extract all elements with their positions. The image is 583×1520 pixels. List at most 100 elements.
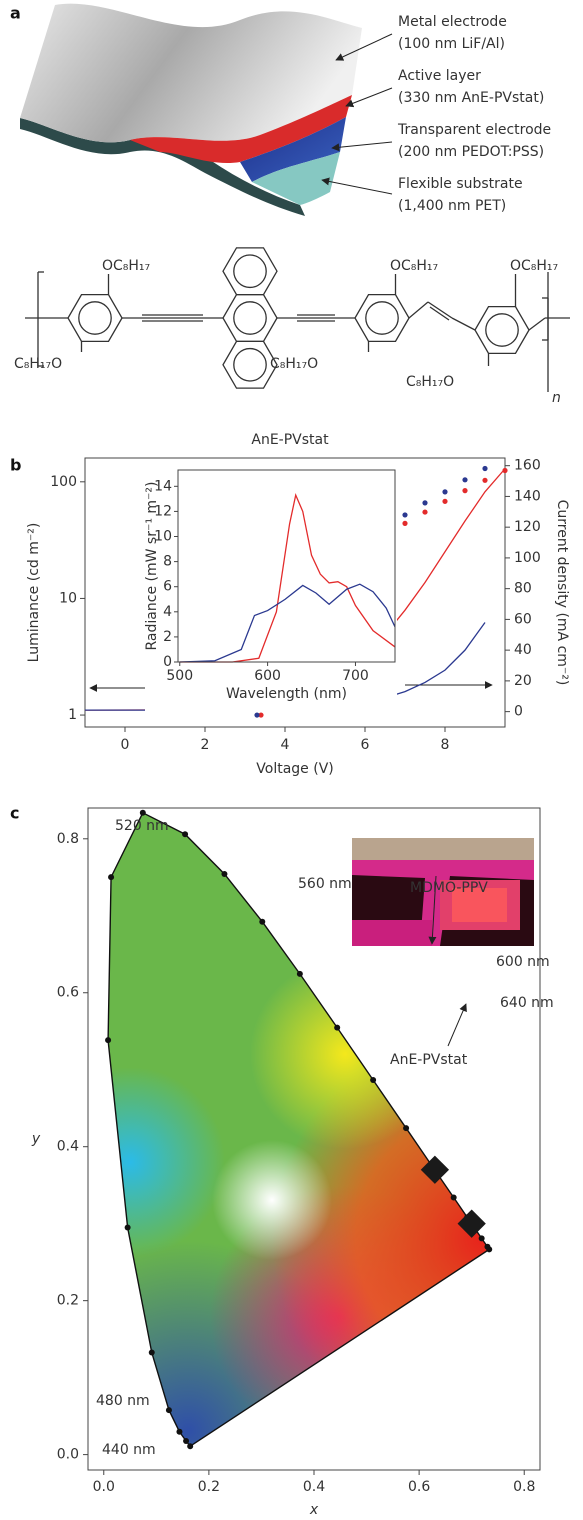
- ring-inner: [233, 254, 267, 289]
- ring-inner: [365, 301, 399, 335]
- bond: [429, 306, 450, 321]
- sample-marker: [457, 1209, 486, 1238]
- x-tick-label: 4: [281, 737, 290, 753]
- locus-point: [478, 1235, 485, 1242]
- ring-inner: [485, 313, 519, 347]
- y2-tick-label: 40: [514, 642, 532, 658]
- locus-point: [370, 1077, 377, 1084]
- data-point: [442, 489, 448, 495]
- inset-x-tick-label: 700: [342, 668, 369, 684]
- substituent: OC₈H₁₇: [510, 258, 558, 274]
- layer-detail: (100 nm LiF/Al): [398, 36, 505, 52]
- panel-label: c: [10, 804, 19, 823]
- inset-y-tick-label: 2: [163, 629, 172, 645]
- y2-tick-label: 120: [514, 519, 541, 535]
- locus-point: [486, 1246, 493, 1253]
- y-tick-label: 0.8: [57, 831, 79, 847]
- x-tick-label: 8: [441, 737, 450, 753]
- substituent: C₈H₁₇O: [14, 356, 62, 372]
- bond: [528, 317, 546, 331]
- transparent-layer: [240, 117, 346, 182]
- data-point: [258, 712, 264, 718]
- y-tick-label: 0.4: [57, 1139, 79, 1155]
- data-point: [462, 488, 468, 494]
- spectrum-line: [179, 492, 396, 663]
- locus-point: [182, 831, 189, 838]
- data-point: [422, 500, 428, 506]
- layer-detail: (200 nm PEDOT:PSS): [398, 144, 544, 160]
- y2-tick-label: 0: [514, 704, 523, 720]
- locus-point: [450, 1194, 457, 1201]
- substituent: OC₈H₁₇: [390, 258, 438, 274]
- y2-tick-label: 160: [514, 458, 541, 474]
- data-point: [442, 498, 448, 504]
- y2-axis-label: Current density (mA cm⁻²): [554, 500, 570, 686]
- data-point: [422, 509, 428, 515]
- layer-detail: (1,400 nm PET): [398, 198, 506, 214]
- bond: [408, 301, 429, 319]
- sample-label: AnE-PVstat: [390, 1052, 468, 1068]
- y-tick-label: 0.2: [57, 1293, 79, 1309]
- data-point: [482, 477, 488, 483]
- substituent: C₈H₁₇O: [270, 356, 318, 372]
- repeat-index: n: [552, 390, 561, 406]
- sample-label: MDMO-PPV: [410, 880, 488, 896]
- x-tick-label: 0.8: [513, 1479, 535, 1495]
- x-tick-label: 0.2: [198, 1479, 220, 1495]
- locus-point: [105, 1037, 112, 1044]
- inset-box: [145, 466, 397, 712]
- arrow: [335, 33, 393, 61]
- inset-y-tick-label: 6: [163, 579, 172, 595]
- x-tick-label: 0.4: [303, 1479, 325, 1495]
- annotation-arrow: [428, 875, 437, 945]
- arrow: [321, 177, 393, 195]
- inset-x-tick-label: 500: [166, 668, 193, 684]
- locus-point: [296, 970, 303, 977]
- x-axis-label: Voltage (V): [256, 761, 333, 777]
- metal-layer: [20, 3, 362, 143]
- y-tick-label: 0.0: [57, 1447, 79, 1463]
- sample-marker: [420, 1155, 450, 1184]
- x-tick-label: 0: [121, 737, 130, 753]
- locus-point: [259, 918, 266, 925]
- layer-detail: (330 nm AnE-PVstat): [398, 90, 544, 106]
- wavelength-label: 640 nm: [500, 995, 554, 1011]
- sheet-edge: [20, 118, 305, 216]
- x-tick-label: 6: [361, 737, 370, 753]
- spectrum-line: [179, 583, 396, 663]
- ring: [222, 340, 278, 389]
- inset-x-tick-label: 600: [254, 668, 281, 684]
- y2-tick-label: 100: [514, 550, 541, 566]
- plot-frame: [87, 807, 541, 1471]
- arrow: [345, 87, 393, 108]
- data-point: [402, 512, 408, 518]
- locus-point: [108, 874, 115, 881]
- bond: [451, 317, 476, 331]
- substituent: C₈H₁₇O: [406, 374, 454, 390]
- device-photo: [352, 838, 534, 946]
- locus-point: [334, 1024, 341, 1031]
- x-tick-label: 0.0: [93, 1479, 115, 1495]
- locus-point: [187, 1443, 194, 1450]
- wavelength-label: 520 nm: [115, 818, 169, 834]
- wavelength-label: 560 nm: [298, 876, 352, 892]
- inset-frame: [177, 469, 396, 663]
- locus-point: [403, 1125, 410, 1132]
- inset-x-label: Wavelength (nm): [226, 686, 347, 702]
- locus-point: [139, 809, 146, 816]
- y2-tick-label: 140: [514, 488, 541, 504]
- substituent: OC₈H₁₇: [102, 258, 150, 274]
- substrate-layer: [252, 152, 340, 205]
- layer-name: Transparent electrode: [397, 122, 551, 138]
- data-point: [254, 712, 260, 718]
- annotation-arrow: [447, 1003, 467, 1047]
- chemical-structure: OC₈H₁₇ C₈H₁₇O OC₈H₁₇ C₈H₁₇O OC₈H₁₇ C₈H₁₇O: [14, 247, 570, 392]
- wavelength-label: 480 nm: [96, 1393, 150, 1409]
- y2-tick-label: 20: [514, 673, 532, 689]
- data-point: [502, 467, 508, 474]
- bond: [427, 301, 453, 319]
- y-tick-label: 1: [68, 707, 77, 723]
- y-tick-label: 0.6: [57, 985, 79, 1001]
- locus-point: [148, 1349, 155, 1356]
